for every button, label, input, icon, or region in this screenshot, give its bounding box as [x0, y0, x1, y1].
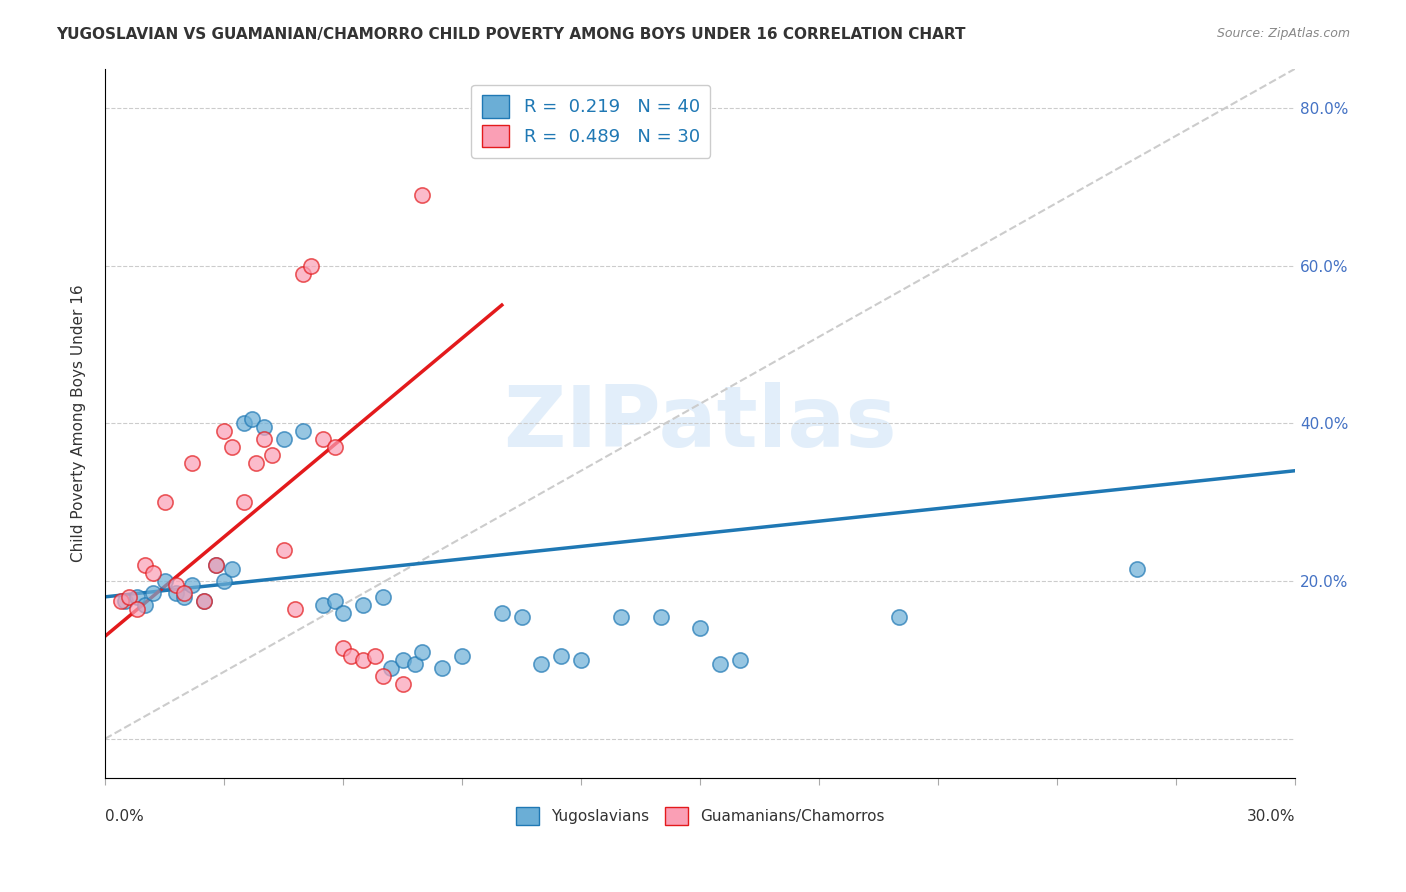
- Point: [728, 653, 751, 667]
- Point: [364, 648, 387, 663]
- Point: [221, 440, 243, 454]
- Point: [142, 566, 165, 581]
- Point: [240, 412, 263, 426]
- Point: [153, 574, 176, 588]
- Point: [173, 586, 195, 600]
- Point: [125, 601, 148, 615]
- Point: [299, 259, 322, 273]
- Point: [114, 594, 136, 608]
- Point: [134, 558, 156, 573]
- Point: [352, 598, 374, 612]
- Point: [411, 187, 433, 202]
- Point: [292, 267, 315, 281]
- Point: [530, 657, 553, 671]
- Point: [118, 590, 141, 604]
- Point: [391, 653, 413, 667]
- Point: [709, 657, 731, 671]
- Point: [245, 456, 267, 470]
- Point: [650, 609, 672, 624]
- Point: [165, 578, 187, 592]
- Point: [273, 542, 295, 557]
- Point: [352, 653, 374, 667]
- Text: 0.0%: 0.0%: [105, 809, 143, 824]
- Point: [125, 590, 148, 604]
- Point: [451, 648, 474, 663]
- Point: [391, 676, 413, 690]
- Point: [212, 574, 235, 588]
- Text: 30.0%: 30.0%: [1247, 809, 1295, 824]
- Point: [380, 661, 402, 675]
- Point: [323, 440, 346, 454]
- Point: [181, 578, 204, 592]
- Y-axis label: Child Poverty Among Boys Under 16: Child Poverty Among Boys Under 16: [72, 285, 86, 562]
- Point: [292, 424, 315, 438]
- Point: [193, 594, 215, 608]
- Point: [332, 641, 354, 656]
- Point: [232, 417, 254, 431]
- Point: [142, 586, 165, 600]
- Point: [153, 495, 176, 509]
- Point: [253, 432, 276, 446]
- Point: [404, 657, 426, 671]
- Point: [110, 594, 132, 608]
- Point: [260, 448, 283, 462]
- Point: [312, 598, 335, 612]
- Point: [205, 558, 228, 573]
- Point: [193, 594, 215, 608]
- Text: YUGOSLAVIAN VS GUAMANIAN/CHAMORRO CHILD POVERTY AMONG BOYS UNDER 16 CORRELATION : YUGOSLAVIAN VS GUAMANIAN/CHAMORRO CHILD …: [56, 27, 966, 42]
- Point: [332, 606, 354, 620]
- Point: [205, 558, 228, 573]
- Point: [253, 420, 276, 434]
- Point: [212, 424, 235, 438]
- Text: ZIPatlas: ZIPatlas: [503, 382, 897, 465]
- Point: [181, 456, 204, 470]
- Point: [284, 601, 307, 615]
- Point: [569, 653, 592, 667]
- Point: [550, 648, 572, 663]
- Point: [232, 495, 254, 509]
- Point: [221, 562, 243, 576]
- Legend: Yugoslavians, Guamanians/Chamorros: Yugoslavians, Guamanians/Chamorros: [508, 797, 893, 834]
- Point: [371, 590, 394, 604]
- Point: [689, 621, 711, 635]
- Point: [173, 590, 195, 604]
- Point: [312, 432, 335, 446]
- Point: [887, 609, 910, 624]
- Point: [610, 609, 633, 624]
- Point: [510, 609, 533, 624]
- Point: [491, 606, 513, 620]
- Point: [411, 645, 433, 659]
- Point: [273, 432, 295, 446]
- Point: [371, 669, 394, 683]
- Point: [432, 661, 454, 675]
- Point: [165, 586, 187, 600]
- Point: [1125, 562, 1147, 576]
- Point: [323, 594, 346, 608]
- Text: Source: ZipAtlas.com: Source: ZipAtlas.com: [1216, 27, 1350, 40]
- Point: [340, 648, 363, 663]
- Point: [134, 598, 156, 612]
